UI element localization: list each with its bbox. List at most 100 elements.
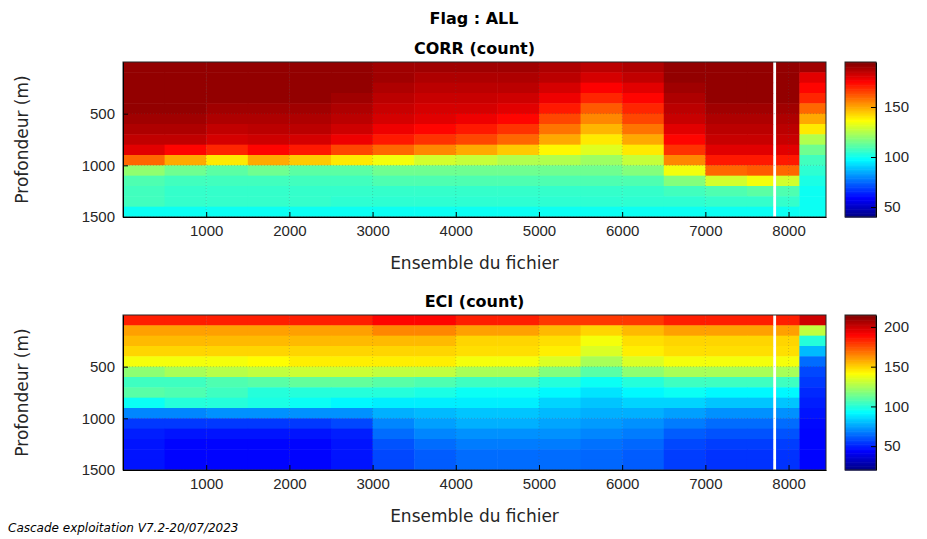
cell bbox=[206, 449, 248, 460]
cell bbox=[799, 439, 826, 450]
cell bbox=[539, 114, 581, 125]
cell bbox=[456, 196, 498, 207]
cell bbox=[776, 387, 800, 398]
cell bbox=[664, 356, 706, 367]
y-axis-title: Profondeur (m) bbox=[12, 328, 32, 456]
cell bbox=[414, 207, 456, 217]
cell bbox=[705, 408, 747, 419]
cell bbox=[456, 315, 498, 326]
cell bbox=[414, 186, 456, 197]
panel-title: ECI (count) bbox=[425, 292, 525, 311]
cell bbox=[622, 145, 664, 156]
cell bbox=[414, 449, 456, 460]
cell bbox=[206, 346, 248, 357]
cell bbox=[289, 155, 331, 166]
cell bbox=[799, 93, 826, 104]
cell bbox=[456, 398, 498, 409]
cell bbox=[622, 377, 664, 388]
cell bbox=[539, 377, 581, 388]
cell bbox=[747, 346, 773, 357]
cell bbox=[165, 398, 207, 409]
x-tick-label: 5000 bbox=[523, 475, 556, 492]
cell bbox=[123, 72, 165, 83]
cell bbox=[206, 439, 248, 450]
cell bbox=[622, 114, 664, 125]
cell bbox=[664, 103, 706, 114]
cell bbox=[373, 124, 415, 135]
cell bbox=[622, 460, 664, 470]
cell bbox=[414, 145, 456, 156]
cell bbox=[165, 196, 207, 207]
cell bbox=[123, 377, 165, 388]
cell bbox=[539, 439, 581, 450]
cell bbox=[456, 387, 498, 398]
cell bbox=[705, 429, 747, 440]
cell bbox=[165, 387, 207, 398]
cell bbox=[622, 449, 664, 460]
x-tick: 2000 bbox=[273, 212, 306, 239]
cell bbox=[747, 387, 773, 398]
cell bbox=[705, 315, 747, 326]
cell bbox=[289, 207, 331, 217]
cell bbox=[705, 325, 747, 336]
cell bbox=[248, 176, 290, 187]
cell bbox=[289, 418, 331, 429]
cell bbox=[705, 186, 747, 197]
y-tick: 1500 bbox=[82, 208, 128, 225]
cell bbox=[165, 207, 207, 217]
cell bbox=[373, 62, 415, 73]
grid-line-y bbox=[123, 366, 826, 367]
grid-line-x bbox=[455, 315, 456, 470]
colorbar-tick-label: 50 bbox=[884, 437, 901, 454]
cell bbox=[747, 83, 773, 94]
cell bbox=[581, 449, 623, 460]
cell bbox=[776, 83, 800, 94]
grid-line-x bbox=[455, 62, 456, 217]
cell bbox=[776, 325, 800, 336]
cell bbox=[165, 408, 207, 419]
cell bbox=[456, 325, 498, 336]
cell bbox=[664, 429, 706, 440]
cell bbox=[497, 429, 539, 440]
y-tick-label: 500 bbox=[90, 358, 115, 375]
cell bbox=[581, 356, 623, 367]
cell bbox=[747, 325, 773, 336]
cell bbox=[414, 325, 456, 336]
cell bbox=[248, 145, 290, 156]
cell bbox=[497, 439, 539, 450]
y-axis-line bbox=[123, 63, 124, 218]
x-tick-mark bbox=[456, 465, 457, 470]
cell bbox=[799, 325, 826, 336]
cell bbox=[414, 408, 456, 419]
cell bbox=[497, 103, 539, 114]
cell bbox=[581, 418, 623, 429]
cell bbox=[289, 325, 331, 336]
cell bbox=[248, 103, 290, 114]
cell bbox=[497, 449, 539, 460]
cell bbox=[123, 346, 165, 357]
cell bbox=[664, 207, 706, 217]
cell bbox=[248, 207, 290, 217]
plot-background bbox=[123, 62, 826, 217]
x-tick: 4000 bbox=[440, 465, 473, 492]
cell bbox=[456, 356, 498, 367]
cell bbox=[331, 114, 373, 125]
cell bbox=[664, 176, 706, 187]
cell bbox=[539, 103, 581, 114]
cell bbox=[248, 165, 290, 176]
cell bbox=[373, 408, 415, 419]
cell bbox=[373, 134, 415, 145]
cell bbox=[248, 124, 290, 135]
cell bbox=[776, 408, 800, 419]
cell bbox=[248, 367, 290, 378]
cell bbox=[622, 62, 664, 73]
cell bbox=[705, 418, 747, 429]
frame bbox=[123, 315, 826, 470]
grid-line-x bbox=[705, 62, 706, 217]
cell bbox=[414, 439, 456, 450]
cell bbox=[776, 134, 800, 145]
cell bbox=[331, 93, 373, 104]
cell bbox=[622, 429, 664, 440]
cell bbox=[622, 103, 664, 114]
cell bbox=[776, 418, 800, 429]
